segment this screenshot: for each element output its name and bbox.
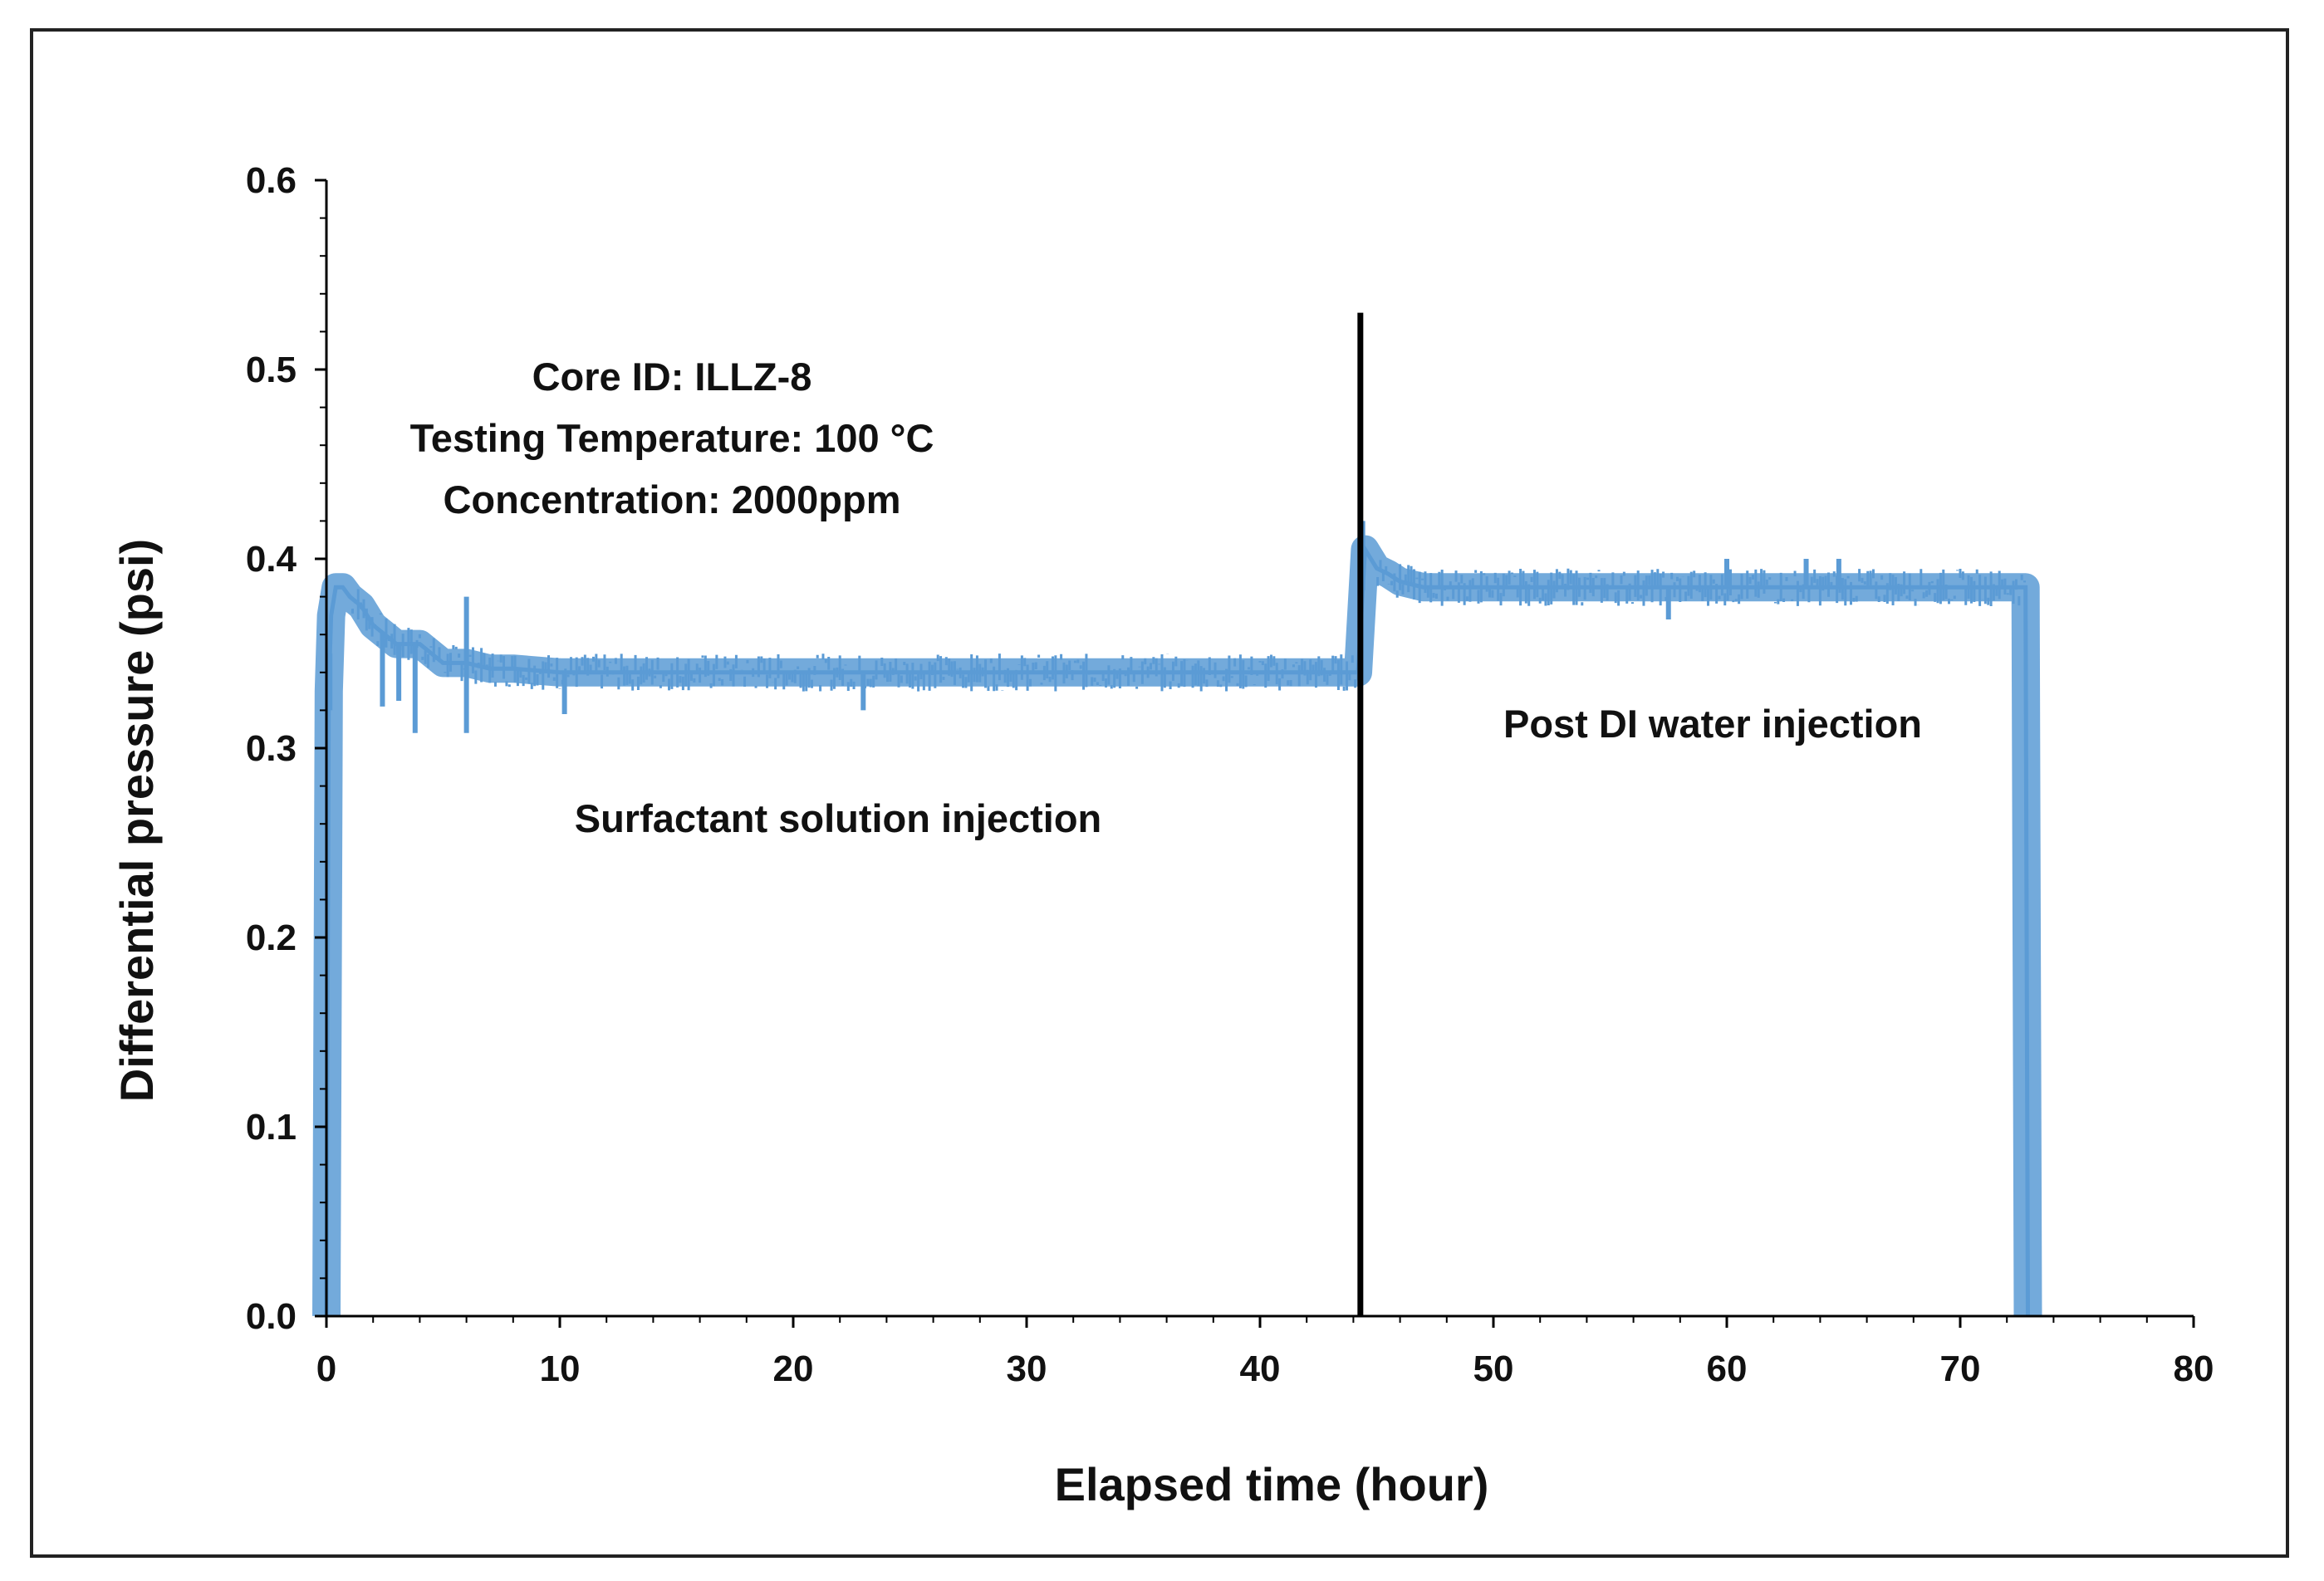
x-ticks: 0 10 20 30 40 50 60 70 80 (316, 1316, 2214, 1389)
y-tick-label: 0.1 (246, 1107, 297, 1148)
x-tick-label: 60 (1707, 1348, 1748, 1389)
y-tick-label: 0.0 (246, 1296, 297, 1337)
x-tick-label: 70 (1940, 1348, 1981, 1389)
x-tick-label: 40 (1240, 1348, 1281, 1389)
y-tick-label: 0.3 (246, 728, 297, 769)
x-tick-label: 80 (2174, 1348, 2214, 1389)
y-tick-label: 0.2 (246, 918, 297, 958)
series-group (312, 521, 2042, 1317)
y-tick-label: 0.4 (246, 539, 297, 580)
phase2-annotation: Post DI water injection (1503, 702, 1922, 746)
chart-frame: 0.0 0.1 0.2 0.3 0.4 0.5 0.6 0 10 20 30 40 50 60 70 80 … (30, 28, 2289, 1558)
y-tick-label: 0.5 (246, 350, 297, 390)
phase1-annotation: Surfactant solution injection (575, 796, 1102, 840)
series-line (324, 542, 2030, 1317)
temperature-annotation: Testing Temperature: 100 °C (410, 416, 934, 460)
x-axis-title: Elapsed time (hour) (1055, 1458, 1489, 1510)
x-tick-label: 10 (540, 1348, 581, 1389)
x-tick-label: 20 (773, 1348, 814, 1389)
concentration-annotation: Concentration: 2000ppm (443, 477, 900, 521)
x-tick-label: 0 (316, 1348, 336, 1389)
line-chart: 0.00.10.20.30.40.50.6 0 10 20 30 40 50 60 70 80 … (110, 160, 2214, 1510)
y-axis-title: Differential pressure (psi) (110, 539, 163, 1102)
x-tick-label: 50 (1473, 1348, 1514, 1389)
core-id-annotation: Core ID: ILLZ-8 (532, 355, 812, 399)
y-tick-label: 0.6 (246, 160, 297, 201)
x-tick-label: 30 (1007, 1348, 1047, 1389)
y-ticks: 0.0 0.1 0.2 0.3 0.4 0.5 0.6 (246, 160, 326, 1337)
